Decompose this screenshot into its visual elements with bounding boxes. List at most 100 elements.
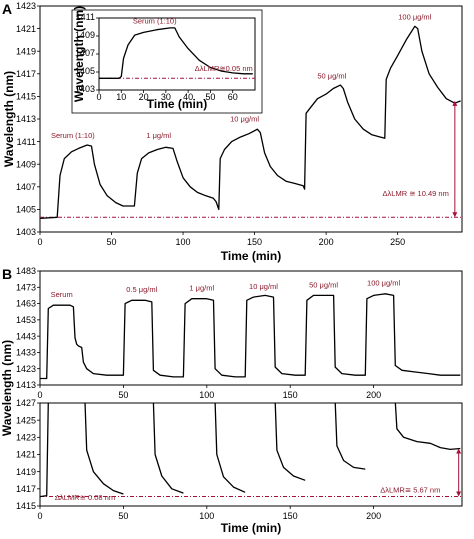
x-tick-label: 150 xyxy=(247,237,262,247)
y-tick-label: 1443 xyxy=(16,331,36,341)
y-tick-label: 1421 xyxy=(16,24,36,34)
annotation-label: Serum (1:10) xyxy=(133,16,177,25)
annotation-label: 50 μg/ml xyxy=(317,71,346,80)
y-tick-label: 1417 xyxy=(16,69,36,79)
series-group xyxy=(40,403,461,498)
y-tick-label: 1409 xyxy=(16,159,36,169)
x-tick-label: 150 xyxy=(283,390,298,400)
x-tick-label: 100 xyxy=(199,511,214,521)
y-tick-label: 1473 xyxy=(16,282,36,292)
y-tick-label: 1433 xyxy=(16,348,36,358)
panel-a-inset: 0 10 20 30 40 50 60 1403 1405 1407 1409 1411 Serum (… xyxy=(71,6,263,114)
y-tick-label: 1415 xyxy=(16,501,36,511)
y-tick-label: 1423 xyxy=(16,1,36,11)
series-line xyxy=(334,403,366,470)
panel-a: 0 50 100 150 200 2501403140514071409141114131… xyxy=(2,1,463,263)
y-tick-label: 1463 xyxy=(16,299,36,309)
panel-label: B xyxy=(2,266,12,282)
annotation-label: Serum xyxy=(51,290,73,299)
delta-arrow-head-bottom xyxy=(456,491,462,497)
x-tick-label: 10 xyxy=(116,92,126,102)
y-tick-label: 1419 xyxy=(16,46,36,56)
x-tick-label: 40 xyxy=(183,92,193,102)
x-axis-label: Time (min) xyxy=(221,249,281,263)
x-tick-label: 50 xyxy=(118,511,128,521)
annotation-label: 10 μg/ml xyxy=(249,282,278,291)
x-tick-label: 20 xyxy=(139,92,149,102)
x-tick-label: 200 xyxy=(366,511,381,521)
y-tick-label: 1421 xyxy=(16,450,36,460)
y-tick-label: 1405 xyxy=(16,205,36,215)
x-tick-label: 30 xyxy=(161,92,171,102)
annotation-label: ΔλLMR≅ 5.67 nm xyxy=(380,485,440,494)
panel-label: A xyxy=(2,1,12,17)
y-tick-label: 1405 xyxy=(75,66,95,76)
y-tick-label: 1453 xyxy=(16,315,36,325)
series-line xyxy=(394,403,461,451)
annotation-label: 1 μg/ml xyxy=(189,284,214,293)
annotation-label: 100 μg/ml xyxy=(398,13,431,22)
y-tick-label: 1409 xyxy=(75,30,95,40)
y-tick-label: 1417 xyxy=(16,484,36,494)
annotation-label: 50 μg/ml xyxy=(309,280,338,289)
x-tick-label: 0 xyxy=(96,92,101,102)
series-line xyxy=(40,403,49,498)
series-line xyxy=(99,27,253,79)
annotation-label: 1 μg/ml xyxy=(146,131,171,140)
x-tick-label: 200 xyxy=(366,390,381,400)
y-tick-label: 1403 xyxy=(16,227,36,237)
plot-frame xyxy=(39,270,463,386)
y-tick-label: 1403 xyxy=(75,84,95,94)
annotation-label: 100 μg/ml xyxy=(367,279,400,288)
panel-b-lower: 0 50 100 150 200 1415 1417 1419 1421 1423 1425 1427… xyxy=(0,340,463,535)
delta-label: ΔλLMR ≅ 10.49 nm xyxy=(383,189,449,198)
x-tick-label: 0 xyxy=(37,237,42,247)
x-tick-label: 0 xyxy=(37,390,42,400)
inset-y-axis-label: Wavelength (nm) xyxy=(72,6,86,102)
y-tick-label: 1483 xyxy=(16,266,36,276)
y-tick-label: 1413 xyxy=(16,380,36,390)
y-tick-label: 1423 xyxy=(16,432,36,442)
y-tick-label: 1407 xyxy=(16,182,36,192)
x-tick-label: 0 xyxy=(37,511,42,521)
x-tick-label: 100 xyxy=(176,237,191,247)
delta-arrow-head-top xyxy=(452,100,458,106)
x-tick-label: 50 xyxy=(118,390,128,400)
delta-arrow-head-bottom xyxy=(452,212,458,218)
x-tick-label: 100 xyxy=(199,390,214,400)
y-tick-label: 1413 xyxy=(16,114,36,124)
y-tick-label: 1427 xyxy=(16,398,36,408)
annotation-label: 0.5 μg/ml xyxy=(126,285,157,294)
x-tick-label: 250 xyxy=(390,237,405,247)
y-tick-label: 1411 xyxy=(76,12,95,22)
series-line xyxy=(214,403,246,493)
x-tick-label: 50 xyxy=(205,92,215,102)
x-tick-label: 60 xyxy=(228,92,238,102)
series-line xyxy=(40,293,461,380)
annotation-label: 10 μg/ml xyxy=(230,114,259,123)
inset-x-axis-label: Time (min) xyxy=(147,97,207,111)
series-line xyxy=(152,403,184,494)
delta-arrow-head-top xyxy=(456,448,462,454)
y-axis-label: Wavelength (nm) xyxy=(0,340,14,436)
y-tick-label: 1425 xyxy=(16,415,36,425)
y-tick-label: 1407 xyxy=(75,48,95,58)
series-line xyxy=(274,403,306,481)
y-tick-label: 1419 xyxy=(16,467,36,477)
annotation-label: ΔλLMR≅ 0.08 nm xyxy=(55,493,115,502)
y-axis-label: Wavelength (nm) xyxy=(2,71,16,167)
inset-background xyxy=(71,9,263,114)
x-tick-label: 150 xyxy=(283,511,298,521)
annotation-label: Serum (1:10) xyxy=(51,131,95,140)
annotation-label: ΔλLMR≅0.05 nm xyxy=(195,64,253,73)
y-tick-label: 1423 xyxy=(16,364,36,374)
series-line xyxy=(39,25,461,220)
y-tick-label: 1411 xyxy=(17,137,36,147)
x-tick-label: 200 xyxy=(319,237,334,247)
y-tick-label: 1415 xyxy=(16,92,36,102)
x-tick-label: 50 xyxy=(107,237,117,247)
x-axis-label: Time (min) xyxy=(221,521,281,535)
series-line xyxy=(84,403,124,495)
panel-b-upper: 0 50 100 150 200 1413 1423 1433 1443 1453 1463 1473… xyxy=(2,266,463,400)
